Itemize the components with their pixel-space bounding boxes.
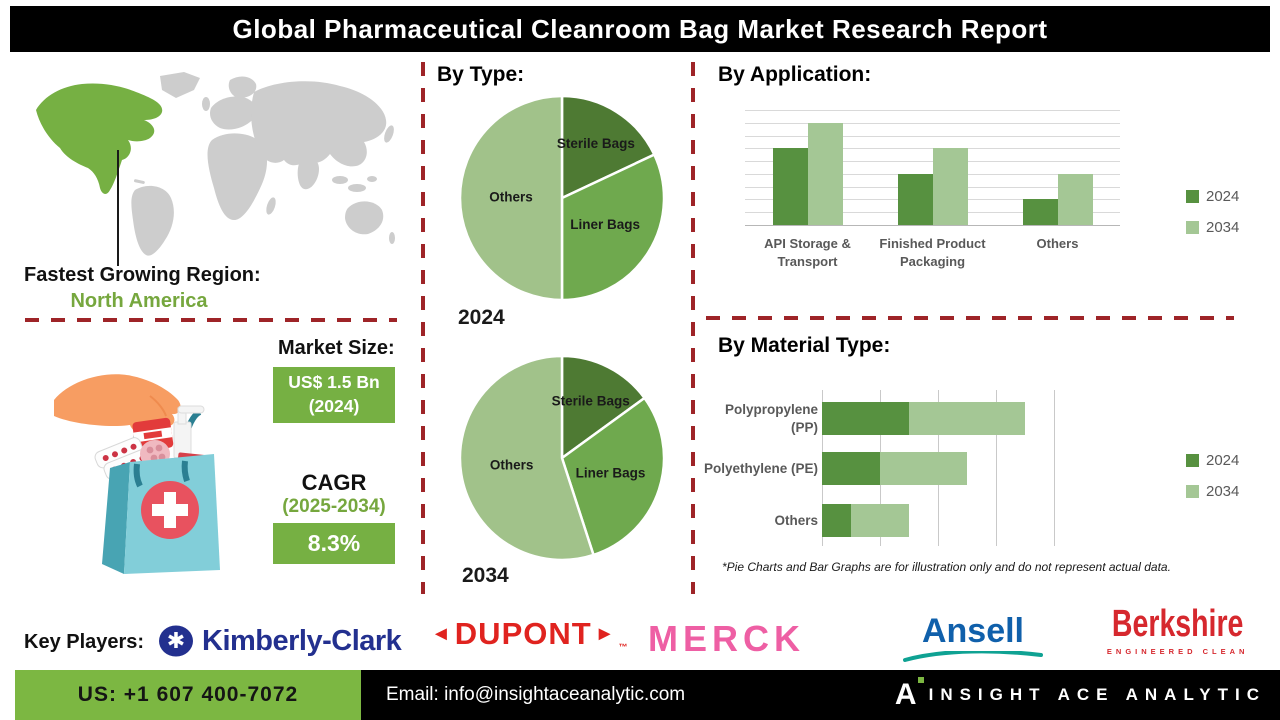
- dupont-text: DUPONT: [454, 616, 592, 651]
- cagr-label: CAGR: [301, 470, 367, 495]
- berkshire-text: Berkshire: [1111, 603, 1244, 645]
- brand-name: INSIGHT ACE ANALYTIC: [928, 685, 1266, 704]
- map-greenland: [160, 72, 200, 98]
- insight-ace-logo-icon: A: [895, 677, 924, 710]
- cagr-period: (2025-2034): [282, 496, 386, 517]
- divider-horizontal-right: [706, 316, 1234, 320]
- medical-bag-illustration: [54, 374, 220, 574]
- svg-text:Others: Others: [489, 190, 533, 205]
- dupont-trademark: ™: [618, 642, 629, 652]
- application-bar-chart: [745, 110, 1120, 226]
- by-material-type-heading: By Material Type:: [718, 334, 891, 357]
- bag-side-panel: [102, 462, 130, 574]
- merck-logo: MERCK: [648, 618, 805, 660]
- pie-2024-year-label: 2024: [458, 306, 505, 329]
- map-africa: [207, 133, 267, 220]
- cross-icon: [152, 492, 188, 528]
- ansell-text: Ansell: [921, 612, 1025, 650]
- berkshire-tagline: ENGINEERED CLEAN: [1106, 647, 1249, 656]
- divider-vertical-right: [691, 62, 695, 594]
- svg-text:✱: ✱: [167, 629, 185, 654]
- dupont-left-wedge-icon: ◄: [431, 622, 452, 645]
- hand: [54, 374, 181, 434]
- divider-vertical-left: [421, 62, 425, 594]
- fastest-growing-region-value: North America: [70, 290, 208, 312]
- ansell-logo: Ansell: [903, 612, 1043, 663]
- by-type-pie-2024: Sterile Bags Liner Bags Others: [456, 92, 668, 304]
- footer-email: Email: info@insightaceanalytic.com: [386, 684, 686, 705]
- market-size-heading: Market Size:: [278, 337, 395, 359]
- world-map: [36, 72, 395, 256]
- berkshire-logo: Berkshire ENGINEERED CLEAN: [1090, 603, 1265, 656]
- dupont-right-wedge-icon: ►: [594, 622, 616, 645]
- map-asia: [251, 81, 387, 167]
- by-application-heading: By Application:: [718, 63, 872, 86]
- svg-text:Others: Others: [490, 458, 534, 473]
- report-title: Global Pharmaceutical Cleanroom Bag Mark…: [232, 13, 1048, 44]
- market-size-year: (2024): [308, 396, 360, 416]
- footer-email-block: Email: info@insightaceanalytic.com A INS…: [361, 670, 1280, 720]
- cagr-value: 8.3%: [307, 530, 361, 556]
- map-australia: [345, 201, 384, 235]
- cagr-value-box: 8.3%: [273, 523, 395, 564]
- by-type-heading: By Type:: [437, 63, 525, 86]
- application-category-labels: API Storage & Transport Finished Product …: [764, 236, 1079, 269]
- dupont-logo: ◄ DUPONT ► ™: [428, 616, 628, 652]
- material-type-legend: 2024 2034: [1186, 452, 1239, 514]
- map-europe: [210, 96, 256, 130]
- market-size-value: US$ 1.5 Bn: [288, 372, 380, 393]
- fastest-growing-region-heading: Fastest Growing Region:: [24, 264, 261, 286]
- material-type-bar-chart: Polypropylene (PP) Polyethylene (PE) Other…: [700, 388, 1140, 553]
- kimberly-clark-text: Kimberly-Clark: [202, 624, 402, 657]
- brand-lockup: A INSIGHT ACE ANALYTIC: [895, 670, 1266, 720]
- market-size-value-box: US$ 1.5 Bn (2024): [273, 367, 395, 423]
- svg-text:Sterile Bags: Sterile Bags: [552, 393, 630, 408]
- by-type-pie-2034: Sterile Bags Liner Bags Others: [456, 352, 668, 564]
- svg-text:Liner Bags: Liner Bags: [576, 465, 646, 480]
- report-title-bar: Global Pharmaceutical Cleanroom Bag Mark…: [10, 6, 1270, 52]
- footer-phone: US: +1 607 400-7072: [77, 683, 299, 706]
- ansell-swoosh-icon: [903, 651, 1043, 662]
- kimberly-clark-logo: ✱ Kimberly-Clark: [158, 623, 402, 659]
- svg-text:Sterile Bags: Sterile Bags: [557, 136, 635, 151]
- map-north-america-highlight: [36, 83, 163, 194]
- disclaimer-footnote: *Pie Charts and Bar Graphs are for illus…: [722, 560, 1171, 574]
- map-south-america: [131, 185, 174, 256]
- merck-text: MERCK: [648, 618, 805, 659]
- map-pointer-line: [117, 150, 119, 266]
- divider-horizontal-left: [25, 318, 397, 322]
- svg-text:Liner Bags: Liner Bags: [570, 217, 640, 232]
- pie-2034-year-label: 2034: [462, 564, 509, 587]
- application-legend: 2024 2034: [1186, 188, 1239, 250]
- key-players-heading: Key Players:: [24, 631, 145, 653]
- footer-phone-block: US: +1 607 400-7072: [15, 670, 361, 720]
- kimberly-clark-icon: ✱: [159, 625, 193, 657]
- dispenser-bottle: [173, 405, 205, 459]
